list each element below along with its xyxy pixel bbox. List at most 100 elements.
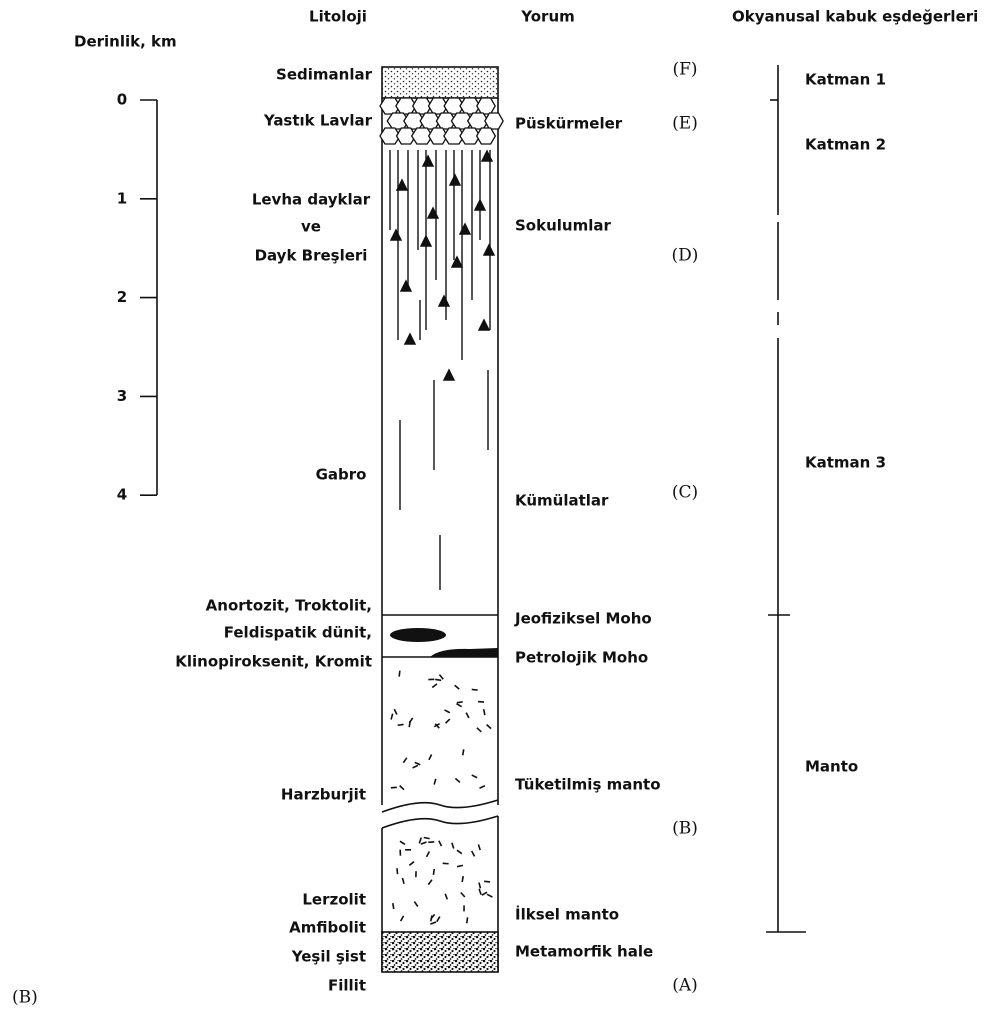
unit-letter: (B): [672, 819, 698, 839]
depth-tick-label: 3: [117, 387, 127, 405]
lithology-label: Levha dayklar: [252, 191, 371, 209]
breccia: [484, 245, 494, 255]
mineral-dash: [477, 728, 481, 732]
breccia: [401, 281, 411, 291]
interpretation-label: Petrolojik Moho: [515, 649, 648, 667]
mineral-dash: [487, 894, 492, 897]
mineral-dash: [479, 883, 480, 889]
lithology-label: Dayk Breşleri: [255, 247, 368, 265]
mineral-dash: [445, 894, 447, 900]
interpretation-label: İlksel manto: [515, 905, 619, 924]
mineral-dash: [452, 843, 454, 849]
mineral-dash: [457, 865, 463, 866]
lithology-label: Harzburjit: [281, 786, 366, 804]
mineral-dash: [394, 709, 397, 714]
mineral-dash: [431, 915, 432, 921]
mineral-dash: [403, 758, 406, 763]
mineral-dash: [393, 903, 394, 909]
mineral-dash: [428, 880, 432, 885]
depth-tick-label: 4: [117, 486, 127, 504]
mineral-dash: [455, 685, 460, 689]
mineral-dash: [429, 754, 432, 759]
lithology-label: Anortozit, Troktolit,: [206, 597, 372, 615]
layer-label: Katman 2: [805, 136, 886, 154]
mineral-dash: [391, 714, 393, 720]
lithology-label: Feldispatik dünit,: [224, 624, 372, 642]
figure-label: (B): [12, 988, 38, 1008]
mineral-dash: [457, 702, 463, 703]
mineral-dash: [426, 852, 429, 857]
mineral-dash: [478, 844, 480, 850]
lithology-label: Fillit: [328, 977, 366, 995]
mineral-dash: [401, 916, 404, 921]
mineral-dash: [433, 869, 434, 875]
breccia: [479, 320, 489, 330]
mineral-dash: [400, 841, 405, 844]
depth-label: Derinlik, km: [74, 33, 177, 51]
mineral-dash: [435, 679, 441, 680]
mineral-dash: [432, 684, 437, 688]
mineral-dash: [439, 675, 443, 680]
interpretation-label: Jeofiziksel Moho: [514, 610, 652, 628]
mineral-dash: [409, 718, 412, 723]
unit-letter: (C): [672, 483, 698, 503]
mineral-dash: [472, 689, 478, 690]
mineral-dash: [466, 713, 469, 718]
mineral-dash: [484, 709, 485, 715]
mineral-dash: [482, 892, 487, 895]
breccia: [423, 156, 433, 166]
breccia: [391, 230, 401, 240]
lithology-label: Yastık Lavlar: [263, 112, 373, 130]
diagram: Litoloji Yorum Okyanusal kabuk eşdeğerle…: [0, 0, 994, 1016]
lithology-label: Gabro: [316, 466, 367, 484]
mineral-dash: [397, 868, 398, 874]
breccia: [439, 296, 449, 306]
mineral-dash: [414, 902, 417, 907]
layer-label: Katman 1: [805, 71, 886, 89]
breccia: [450, 175, 460, 185]
mineral-dash: [399, 671, 400, 677]
depth-tick-label: 1: [117, 189, 127, 207]
interpretation-label: Kümülatlar: [515, 492, 609, 510]
unit-letter: (D): [672, 246, 699, 266]
mineral-dash: [456, 704, 461, 707]
mineral-dash: [402, 878, 404, 884]
mineral-dash: [400, 786, 404, 790]
lithology-label: Amfibolit: [289, 919, 366, 937]
mineral-dash: [415, 762, 420, 764]
crust-header: Okyanusal kabuk eşdeğerleri: [732, 8, 978, 26]
mineral-dash: [484, 881, 490, 882]
mineral-dash: [461, 893, 465, 897]
pillow: [477, 128, 496, 144]
interpretation-label: Püskürmeler: [515, 115, 623, 133]
interpretation-label: Metamorfik hale: [515, 943, 653, 961]
mineral-dash: [413, 765, 418, 768]
layer-label: Katman 3: [805, 454, 886, 472]
mineral-dash: [421, 842, 427, 844]
breccia: [405, 334, 415, 344]
pillow: [485, 113, 503, 129]
mineral-dash: [479, 889, 481, 895]
mineral-dash: [409, 862, 414, 866]
breccia: [444, 370, 454, 380]
mineral-dash: [419, 838, 421, 844]
interpretation-label: Tüketilmiş manto: [515, 776, 661, 794]
interpretation-label: Sokulumlar: [515, 217, 611, 235]
mineral-dash: [430, 922, 436, 924]
lithology-label: Yeşil şist: [291, 948, 366, 966]
mineral-dash: [424, 837, 430, 838]
depth-tick-label: 0: [117, 91, 127, 109]
depth-tick-label: 2: [117, 288, 127, 306]
mineral-dash: [487, 725, 491, 729]
mineral-dash: [480, 786, 485, 789]
layer-label: Manto: [805, 758, 858, 776]
mineral-dash: [445, 710, 450, 713]
lithology-header: Litoloji: [309, 8, 367, 26]
mineral-dash: [472, 775, 477, 778]
unit-letter: (F): [672, 60, 697, 80]
breccia: [475, 200, 485, 210]
section-column: [380, 67, 503, 972]
mineral-dash: [462, 876, 463, 882]
crust-scale: [766, 65, 806, 932]
mineral-dash: [434, 779, 436, 785]
